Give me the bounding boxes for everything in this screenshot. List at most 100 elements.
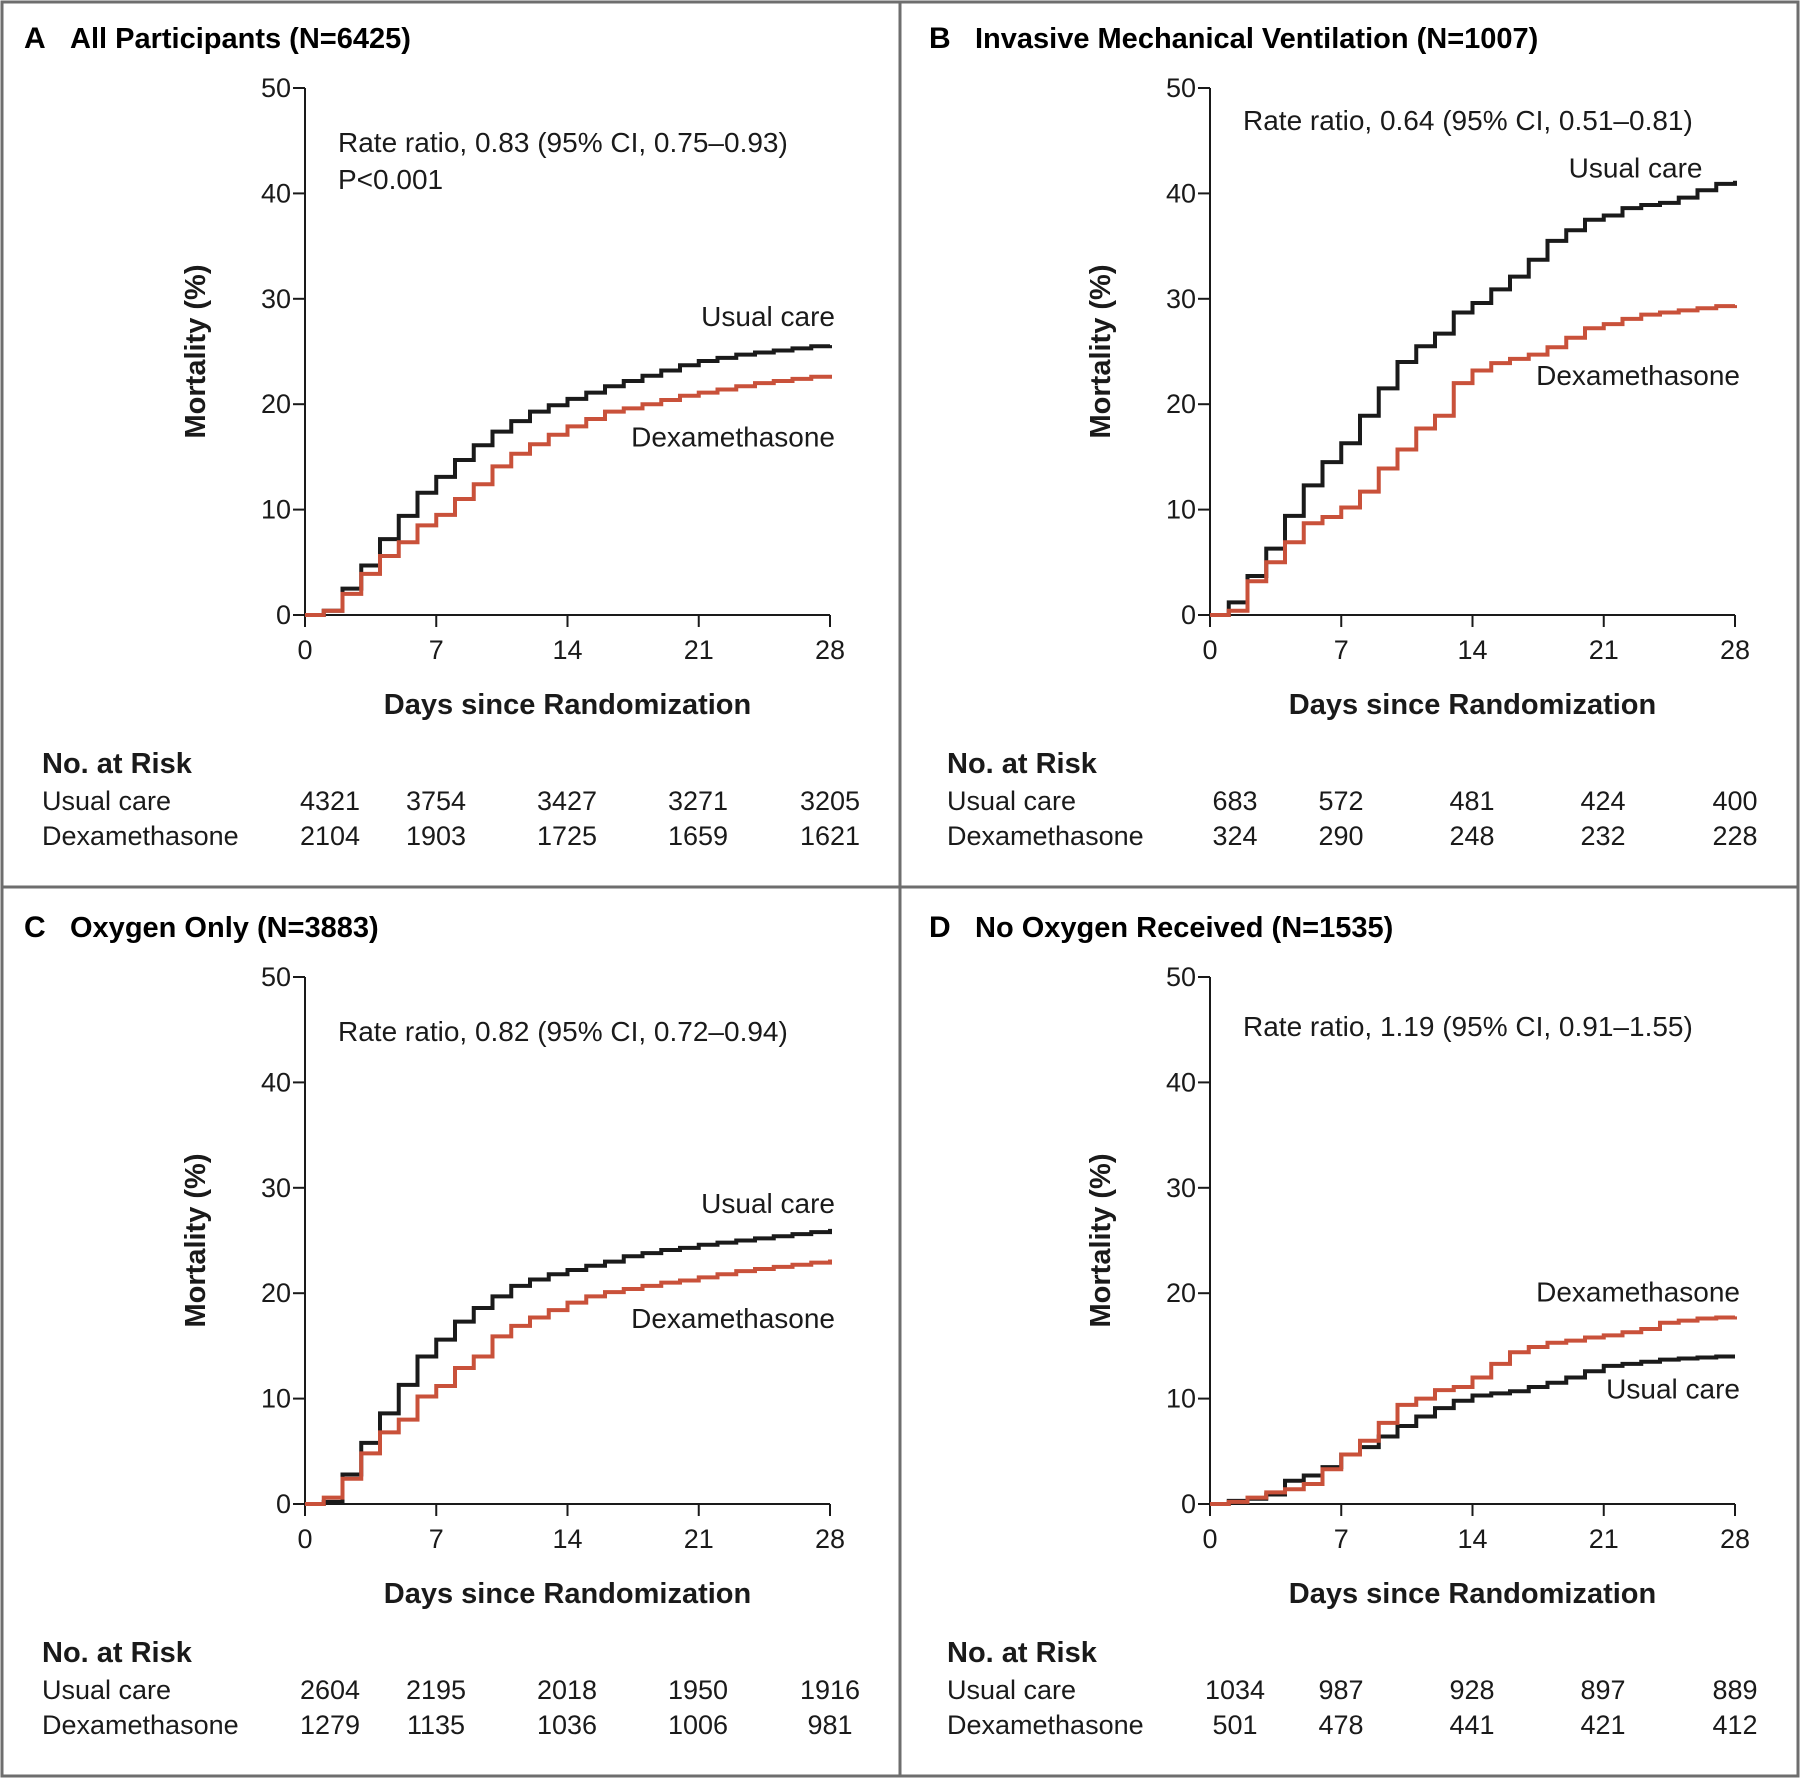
risk-cell: 1950 bbox=[668, 1675, 728, 1705]
risk-cell: 981 bbox=[807, 1710, 852, 1740]
y-axis-title: Mortality (%) bbox=[180, 1154, 212, 1328]
panel-d: D No Oxygen Received (N=1535) 0 10 20 30 40 50 0… bbox=[929, 911, 1758, 1740]
series-label-dexamethasone: Dexamethasone bbox=[1536, 360, 1740, 391]
risk-cell: 4321 bbox=[300, 786, 360, 816]
y-axis-title: Mortality (%) bbox=[1085, 265, 1117, 439]
risk-cell: 228 bbox=[1712, 821, 1757, 851]
y-tick-label: 40 bbox=[1166, 1067, 1196, 1097]
annotation-text: Rate ratio, 0.83 (95% CI, 0.75–0.93) bbox=[338, 127, 788, 158]
risk-cell: 1036 bbox=[537, 1710, 597, 1740]
risk-cell: 481 bbox=[1449, 786, 1494, 816]
risk-table-title: No. at Risk bbox=[947, 748, 1098, 780]
series-line-dexamethasone bbox=[305, 374, 832, 617]
series-label-usual-care: Usual care bbox=[1569, 153, 1703, 184]
risk-row-label: Usual care bbox=[42, 1675, 171, 1705]
risk-cell: 1725 bbox=[537, 821, 597, 851]
y-tick-label: 50 bbox=[261, 73, 291, 103]
series-line-usual-care bbox=[305, 1228, 832, 1506]
x-tick-label: 28 bbox=[815, 635, 845, 665]
x-tick-label: 7 bbox=[429, 1524, 444, 1554]
y-tick-label: 0 bbox=[276, 600, 291, 630]
risk-cell: 324 bbox=[1212, 821, 1257, 851]
y-tick-label: 30 bbox=[261, 1173, 291, 1203]
annotation-text: Rate ratio, 0.64 (95% CI, 0.51–0.81) bbox=[1243, 105, 1693, 136]
risk-cell: 1916 bbox=[800, 1675, 860, 1705]
y-tick-label: 10 bbox=[261, 495, 291, 525]
y-tick-label: 40 bbox=[261, 1067, 291, 1097]
panel-a: A All Participants (N=6425) 0 10 20 30 40 50 0 7 1… bbox=[24, 22, 860, 851]
panel-title: Invasive Mechanical Ventilation (N=1007) bbox=[975, 23, 1538, 55]
risk-table-title: No. at Risk bbox=[42, 1637, 193, 1669]
risk-row-label: Usual care bbox=[947, 1675, 1076, 1705]
risk-row-label: Usual care bbox=[947, 786, 1076, 816]
y-tick-label: 50 bbox=[1166, 962, 1196, 992]
y-axis-title: Mortality (%) bbox=[1085, 1154, 1117, 1328]
risk-cell: 897 bbox=[1580, 1675, 1625, 1705]
x-tick-label: 7 bbox=[1334, 1524, 1349, 1554]
x-tick-label: 21 bbox=[684, 635, 714, 665]
annotation-text: Rate ratio, 1.19 (95% CI, 0.91–1.55) bbox=[1243, 1011, 1693, 1042]
y-tick-label: 50 bbox=[261, 962, 291, 992]
risk-row-label: Dexamethasone bbox=[947, 1710, 1144, 1740]
y-tick-label: 0 bbox=[1181, 600, 1196, 630]
risk-cell: 1006 bbox=[668, 1710, 728, 1740]
risk-cell: 501 bbox=[1212, 1710, 1257, 1740]
risk-cell: 1279 bbox=[300, 1710, 360, 1740]
y-tick-label: 20 bbox=[1166, 1278, 1196, 1308]
panel-letter: B bbox=[929, 22, 951, 55]
risk-row-label: Dexamethasone bbox=[42, 821, 239, 851]
risk-cell: 412 bbox=[1712, 1710, 1757, 1740]
x-tick-label: 28 bbox=[1720, 1524, 1750, 1554]
y-axis-title: Mortality (%) bbox=[180, 265, 212, 439]
x-tick-label: 21 bbox=[684, 1524, 714, 1554]
risk-cell: 683 bbox=[1212, 786, 1257, 816]
y-tick-label: 40 bbox=[1166, 178, 1196, 208]
y-tick-label: 0 bbox=[276, 1489, 291, 1519]
x-tick-label: 21 bbox=[1589, 635, 1619, 665]
risk-cell: 421 bbox=[1580, 1710, 1625, 1740]
risk-cell: 1034 bbox=[1205, 1675, 1265, 1705]
risk-cell: 572 bbox=[1318, 786, 1363, 816]
y-tick-label: 20 bbox=[261, 389, 291, 419]
y-tick-label: 30 bbox=[1166, 284, 1196, 314]
risk-cell: 424 bbox=[1580, 786, 1625, 816]
x-axis-title: Days since Randomization bbox=[384, 1578, 751, 1610]
panel-title: No Oxygen Received (N=1535) bbox=[975, 912, 1393, 944]
y-tick-label: 10 bbox=[1166, 495, 1196, 525]
y-tick-label: 20 bbox=[261, 1278, 291, 1308]
x-tick-label: 14 bbox=[1457, 1524, 1487, 1554]
risk-row-label: Usual care bbox=[42, 786, 171, 816]
risk-cell: 232 bbox=[1580, 821, 1625, 851]
x-tick-label: 14 bbox=[1457, 635, 1487, 665]
series-line-usual-care bbox=[305, 344, 832, 617]
risk-cell: 928 bbox=[1449, 1675, 1494, 1705]
x-tick-label: 21 bbox=[1589, 1524, 1619, 1554]
x-tick-label: 7 bbox=[429, 635, 444, 665]
x-tick-label: 28 bbox=[1720, 635, 1750, 665]
annotation-text: Rate ratio, 0.82 (95% CI, 0.72–0.94) bbox=[338, 1016, 788, 1047]
x-tick-label: 28 bbox=[815, 1524, 845, 1554]
y-tick-label: 10 bbox=[261, 1384, 291, 1414]
series-line-dexamethasone bbox=[305, 1259, 832, 1506]
risk-cell: 3205 bbox=[800, 786, 860, 816]
risk-table-title: No. at Risk bbox=[42, 748, 193, 780]
series-label-dexamethasone: Dexamethasone bbox=[1536, 1277, 1740, 1308]
y-tick-label: 0 bbox=[1181, 1489, 1196, 1519]
x-tick-label: 7 bbox=[1334, 635, 1349, 665]
x-axis-title: Days since Randomization bbox=[1289, 1578, 1656, 1610]
y-tick-label: 30 bbox=[1166, 1173, 1196, 1203]
x-tick-label: 0 bbox=[297, 1524, 312, 1554]
series-line-usual-care bbox=[1210, 1354, 1735, 1506]
series-label-usual-care: Usual care bbox=[1606, 1374, 1740, 1405]
risk-table-title: No. at Risk bbox=[947, 1637, 1098, 1669]
x-axis-title: Days since Randomization bbox=[384, 689, 751, 721]
risk-cell: 3427 bbox=[537, 786, 597, 816]
y-tick-label: 10 bbox=[1166, 1384, 1196, 1414]
risk-cell: 1659 bbox=[668, 821, 728, 851]
risk-cell: 248 bbox=[1449, 821, 1494, 851]
risk-cell: 441 bbox=[1449, 1710, 1494, 1740]
panel-title: All Participants (N=6425) bbox=[70, 23, 411, 55]
x-tick-label: 0 bbox=[1202, 1524, 1217, 1554]
panel-letter: A bbox=[24, 22, 46, 55]
x-tick-label: 14 bbox=[552, 1524, 582, 1554]
